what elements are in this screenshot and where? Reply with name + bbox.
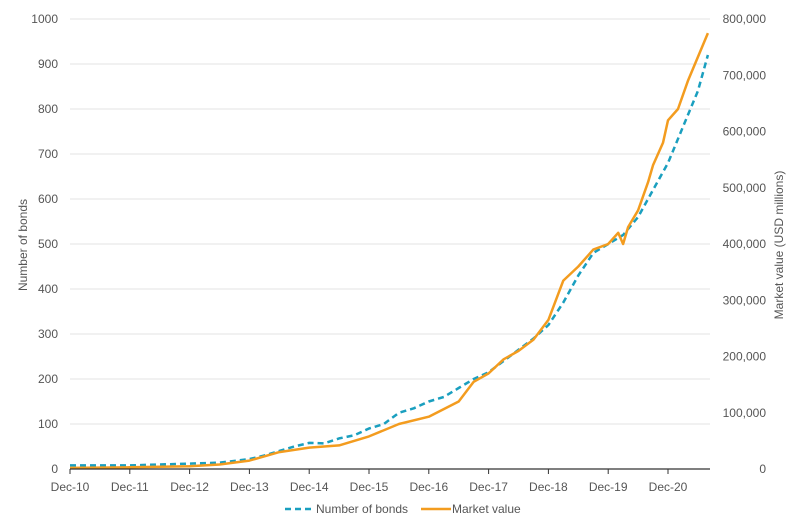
x-tick-label: Dec-20 bbox=[649, 480, 688, 494]
y-tick-label: 400 bbox=[38, 282, 58, 296]
x-tick-label: Dec-10 bbox=[51, 480, 90, 494]
x-tick-label: Dec-19 bbox=[589, 480, 628, 494]
y2-tick-label: 600,000 bbox=[723, 125, 767, 139]
legend: Number of bonds Market value bbox=[285, 502, 521, 516]
legend-label-bonds: Number of bonds bbox=[316, 502, 408, 516]
y-tick-label: 0 bbox=[51, 462, 58, 476]
y-tick-label: 800 bbox=[38, 102, 58, 116]
y-tick-label: 500 bbox=[38, 237, 58, 251]
y-tick-label: 600 bbox=[38, 192, 58, 206]
y2-tick-label: 800,000 bbox=[723, 12, 767, 26]
y2-tick-label: 700,000 bbox=[723, 68, 767, 82]
y2-tick-label: 200,000 bbox=[723, 350, 767, 364]
x-tick-label: Dec-17 bbox=[469, 480, 508, 494]
y2-axis-label: Market value (USD millions) bbox=[772, 171, 786, 320]
y-tick-label: 1000 bbox=[31, 12, 58, 26]
y2-tick-label: 100,000 bbox=[723, 406, 767, 420]
y-axis-label: Number of bonds bbox=[16, 199, 30, 291]
x-tick-label: Dec-12 bbox=[170, 480, 209, 494]
y-tick-label: 300 bbox=[38, 327, 58, 341]
y-tick-label: 200 bbox=[38, 372, 58, 386]
x-tick-label: Dec-18 bbox=[529, 480, 568, 494]
y2-tick-label: 400,000 bbox=[723, 237, 767, 251]
series-line-market-value bbox=[69, 32, 710, 470]
y-tick-label: 100 bbox=[38, 417, 58, 431]
series-line-number-of-bonds bbox=[70, 54, 710, 467]
x-tick-label: Dec-14 bbox=[290, 480, 329, 494]
y2-tick-label: 300,000 bbox=[723, 293, 767, 307]
x-tick-label: Dec-13 bbox=[230, 480, 269, 494]
x-tick-label: Dec-11 bbox=[111, 480, 149, 494]
x-tick-label: Dec-16 bbox=[409, 480, 448, 494]
y-tick-label: 700 bbox=[38, 147, 58, 161]
y2-tick-label: 0 bbox=[759, 462, 766, 476]
y-tick-label: 900 bbox=[38, 57, 58, 71]
y2-tick-label: 500,000 bbox=[723, 181, 767, 195]
x-tick-label: Dec-15 bbox=[350, 480, 389, 494]
legend-label-market: Market value bbox=[452, 502, 521, 516]
